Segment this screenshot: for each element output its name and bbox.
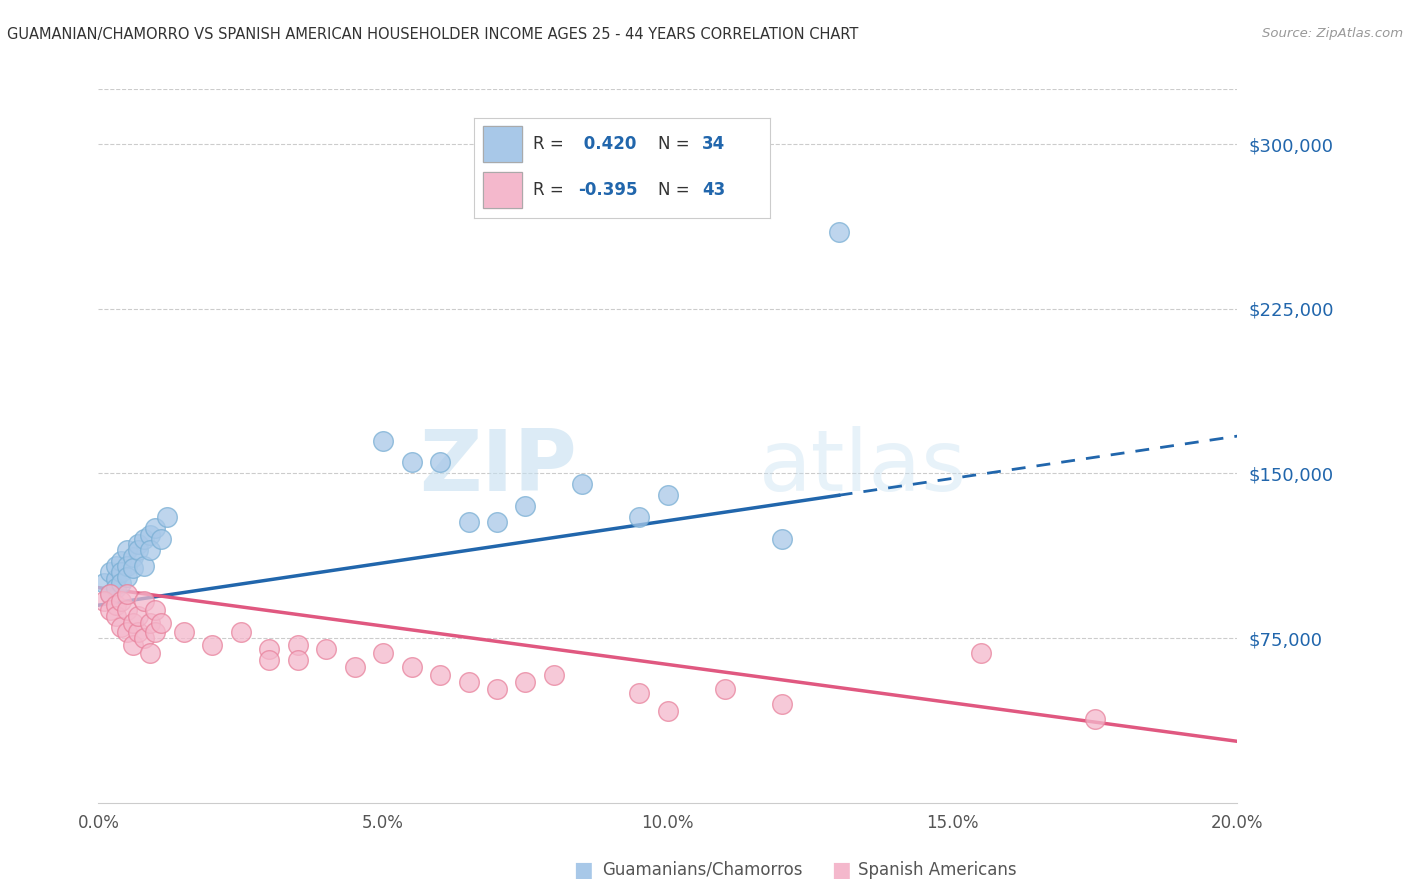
Point: [110, 620, 132, 634]
Point: [315, 642, 337, 657]
Point: [201, 638, 224, 652]
Point: [121, 638, 143, 652]
Text: Spanish Americans: Spanish Americans: [858, 861, 1017, 879]
Point: [457, 675, 479, 690]
Text: ■: ■: [574, 860, 593, 880]
Point: [150, 615, 173, 630]
Point: [287, 653, 309, 667]
Point: [98, 587, 121, 601]
Point: [515, 500, 537, 514]
Point: [132, 594, 155, 608]
Text: Guamanians/Chamorros: Guamanians/Chamorros: [602, 861, 803, 879]
Point: [828, 225, 851, 239]
Point: [98, 566, 121, 580]
Point: [121, 561, 143, 575]
Point: [657, 488, 679, 502]
Point: [110, 594, 132, 608]
Text: Source: ZipAtlas.com: Source: ZipAtlas.com: [1263, 27, 1403, 40]
Point: [150, 533, 173, 547]
Point: [543, 668, 565, 682]
Point: [98, 602, 121, 616]
Point: [127, 624, 149, 639]
Point: [132, 631, 155, 645]
Point: [127, 537, 149, 551]
Point: [571, 477, 593, 491]
Point: [429, 668, 451, 682]
Point: [486, 515, 509, 529]
Point: [127, 609, 149, 624]
Point: [115, 543, 138, 558]
Point: [770, 697, 793, 711]
Point: [714, 681, 737, 696]
Point: [145, 602, 167, 616]
Point: [156, 510, 179, 524]
Point: [429, 455, 451, 469]
Point: [657, 704, 679, 718]
Point: [132, 533, 155, 547]
Point: [970, 647, 993, 661]
Point: [401, 659, 423, 673]
Point: [145, 624, 167, 639]
Point: [515, 675, 537, 690]
Text: atlas: atlas: [759, 425, 967, 509]
Point: [115, 558, 138, 573]
Point: [93, 576, 115, 591]
Point: [115, 624, 138, 639]
Point: [229, 624, 252, 639]
Point: [373, 434, 395, 448]
Point: [145, 521, 167, 535]
Point: [115, 587, 138, 601]
Point: [138, 528, 160, 542]
Point: [1084, 712, 1107, 726]
Point: [115, 602, 138, 616]
Point: [104, 581, 127, 595]
Text: ZIP: ZIP: [419, 425, 576, 509]
Point: [287, 638, 309, 652]
Point: [628, 510, 651, 524]
Point: [104, 609, 127, 624]
Point: [259, 642, 281, 657]
Point: [110, 566, 132, 580]
Point: [104, 598, 127, 612]
Point: [486, 681, 509, 696]
Point: [173, 624, 195, 639]
Point: [121, 549, 143, 564]
Point: [104, 558, 127, 573]
Point: [98, 587, 121, 601]
Point: [138, 543, 160, 558]
Text: GUAMANIAN/CHAMORRO VS SPANISH AMERICAN HOUSEHOLDER INCOME AGES 25 - 44 YEARS COR: GUAMANIAN/CHAMORRO VS SPANISH AMERICAN H…: [7, 27, 859, 42]
Point: [770, 533, 793, 547]
Point: [110, 576, 132, 591]
Point: [259, 653, 281, 667]
Point: [115, 569, 138, 583]
Point: [104, 572, 127, 586]
Point: [138, 647, 160, 661]
Point: [110, 554, 132, 568]
Point: [457, 515, 479, 529]
Point: [401, 455, 423, 469]
Point: [138, 615, 160, 630]
Point: [628, 686, 651, 700]
Point: [132, 558, 155, 573]
Point: [343, 659, 366, 673]
Text: ■: ■: [831, 860, 851, 880]
Point: [127, 543, 149, 558]
Point: [121, 615, 143, 630]
Point: [373, 647, 395, 661]
Point: [93, 594, 115, 608]
